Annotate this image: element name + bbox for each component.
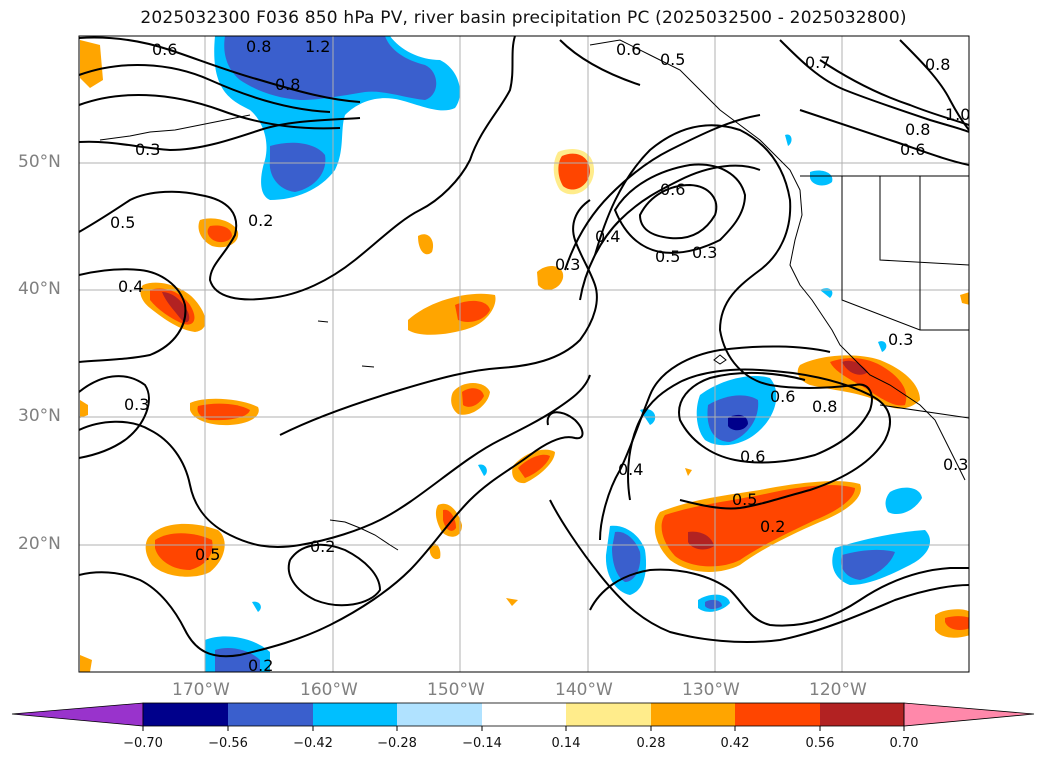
contour-label: 0.3: [555, 255, 580, 274]
colorbar-tick-label: 0.14: [551, 736, 581, 751]
contour-label: 0.8: [905, 120, 930, 139]
lat-label-30n: 30°N: [18, 406, 61, 426]
contour-label: 0.6: [616, 40, 641, 59]
colorbar-bin: [228, 703, 313, 726]
colorbar-bin: [651, 703, 735, 726]
contour-label: 0.5: [732, 490, 757, 509]
pv-contours: [79, 36, 969, 658]
contour-label: 0.6: [152, 40, 177, 59]
colorbar-bin: [566, 703, 651, 726]
contour-label: 0.3: [943, 455, 968, 474]
lat-label-40n: 40°N: [18, 279, 61, 299]
contour-label: 0.4: [118, 277, 143, 296]
colorbar-tick-label: −0.14: [462, 736, 502, 751]
colorbar-tick-label: −0.70: [123, 736, 163, 751]
colorbar-tick-label: 0.56: [805, 736, 835, 751]
contour-label: 0.4: [595, 227, 620, 246]
colorbar-extend-high: [903, 702, 1035, 727]
colorbar-bin: [820, 703, 904, 726]
colorbar-tick-label: −0.28: [377, 736, 417, 751]
lon-label-120w: 120°W: [809, 680, 867, 700]
lon-label-170w: 170°W: [172, 680, 230, 700]
contour-label: 0.3: [135, 140, 160, 159]
precip-negative-areas: [205, 36, 930, 672]
contour-label: 0.3: [124, 395, 149, 414]
contour-label: 0.6: [900, 140, 925, 159]
lon-label-150w: 150°W: [427, 680, 485, 700]
contour-label: 0.2: [760, 517, 785, 536]
contour-label: 0.3: [692, 243, 717, 262]
contour-label: 0.6: [740, 447, 765, 466]
map-frame: [78, 35, 970, 673]
colorbar-bin: [482, 703, 566, 726]
coastlines: [99, 39, 969, 551]
contour-label: 0.2: [248, 211, 273, 230]
map-title: 2025032300 F036 850 hPa PV, river basin …: [140, 8, 907, 28]
colorbar-bin: [143, 703, 228, 726]
colorbar-bin: [735, 703, 820, 726]
contour-label: 0.5: [655, 247, 680, 266]
contour-label: 0.2: [248, 656, 273, 675]
lat-label-50n: 50°N: [18, 152, 61, 172]
contour-label: 0.5: [110, 213, 135, 232]
lon-label-160w: 160°W: [300, 680, 358, 700]
colorbar-tick-label: 0.70: [889, 736, 919, 751]
colorbar-bin: [397, 703, 482, 726]
colorbar: [11, 702, 1035, 731]
colorbar-bin: [313, 703, 397, 726]
lon-label-140w: 140°W: [555, 680, 613, 700]
colorbar-tick-label: 0.42: [720, 736, 750, 751]
contour-label: 0.2: [310, 537, 335, 556]
contour-label: 0.8: [925, 55, 950, 74]
lat-label-20n: 20°N: [18, 534, 61, 554]
contour-label: 0.8: [812, 397, 837, 416]
colorbar-tick-label: −0.42: [293, 736, 333, 751]
contour-label: 0.5: [195, 545, 220, 564]
contour-label: 0.3: [888, 330, 913, 349]
contour-label: 0.4: [618, 460, 643, 479]
contour-label: 0.6: [770, 387, 795, 406]
lon-label-130w: 130°W: [682, 680, 740, 700]
contour-label: 0.6: [660, 180, 685, 199]
colorbar-tick-label: −0.56: [208, 736, 248, 751]
contour-labels: 0.6 0.8 1.2 0.8 0.6 0.5 0.7 0.8 1.0 0.8 …: [110, 37, 970, 675]
map-gridlines: [79, 36, 969, 672]
contour-label: 1.2: [305, 37, 330, 56]
colorbar-frame: [142, 702, 905, 727]
map-background: [79, 36, 969, 672]
precip-positive-areas: [80, 40, 969, 672]
contour-label: 0.7: [805, 53, 830, 72]
contour-label: 0.8: [246, 37, 271, 56]
contour-label: 1.0: [945, 105, 970, 124]
colorbar-extend-low: [11, 702, 144, 727]
contour-label: 0.8: [275, 75, 300, 94]
colorbar-tick-label: 0.28: [636, 736, 666, 751]
contour-label: 0.5: [660, 50, 685, 69]
